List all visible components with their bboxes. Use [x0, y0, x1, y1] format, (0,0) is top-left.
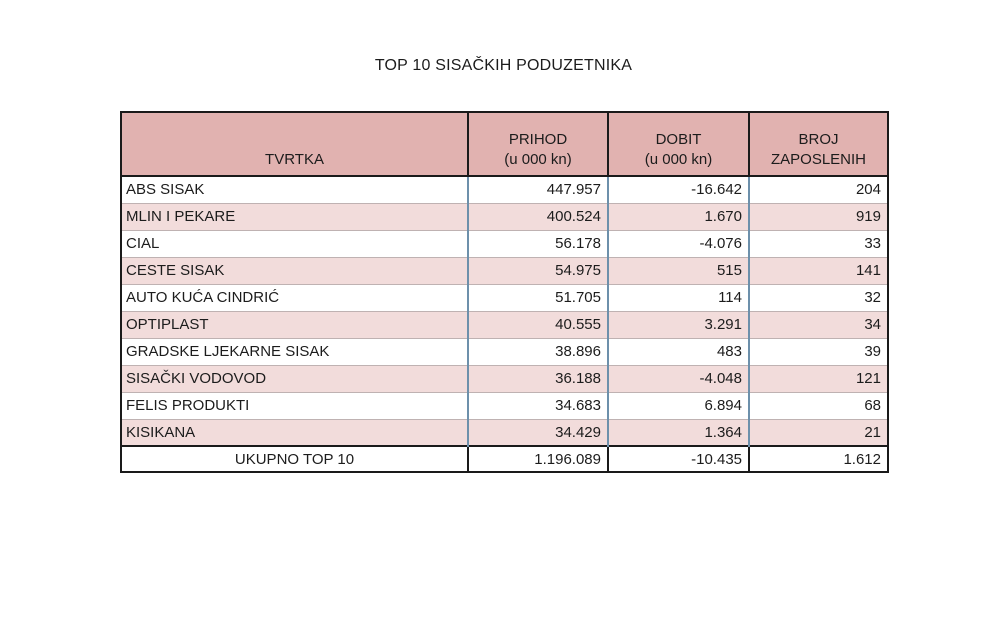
cell-dobit: -4.048	[608, 365, 750, 393]
cell-dobit: 114	[608, 284, 750, 312]
cell-dobit: 483	[608, 338, 750, 366]
column-header-prihod-label: PRIHOD	[508, 131, 568, 148]
table-row: ABS SISAK 447.957 -16.642 204	[121, 176, 888, 204]
cell-broj-zaposlenih: 21	[749, 419, 888, 447]
cell-broj-zaposlenih: 34	[749, 311, 888, 339]
table-row: SISAČKI VODOVOD 36.188 -4.048 121	[121, 365, 888, 393]
table-row: CESTE SISAK 54.975 515 141	[121, 257, 888, 285]
cell-dobit: 515	[608, 257, 750, 285]
column-header-broj-label: BROJ	[798, 131, 839, 148]
cell-prihod: 400.524	[468, 203, 609, 231]
cell-tvrtka: SISAČKI VODOVOD	[121, 365, 469, 393]
cell-broj-zaposlenih: 919	[749, 203, 888, 231]
cell-dobit: 3.291	[608, 311, 750, 339]
cell-prihod: 34.683	[468, 392, 609, 420]
cell-dobit: -4.076	[608, 230, 750, 258]
total-row: UKUPNO TOP 10 1.196.089 -10.435 1.612	[121, 445, 888, 472]
column-header-prihod-unit: (u 000 kn)	[504, 151, 572, 168]
cell-broj-zaposlenih: 33	[749, 230, 888, 258]
cell-prihod: 38.896	[468, 338, 609, 366]
cell-prihod: 56.178	[468, 230, 609, 258]
table-row: OPTIPLAST 40.555 3.291 34	[121, 311, 888, 339]
cell-tvrtka: CESTE SISAK	[121, 257, 469, 285]
column-header-tvrtka-label: TVRTKA	[265, 151, 324, 168]
cell-dobit: 6.894	[608, 392, 750, 420]
cell-tvrtka: AUTO KUĆA CINDRIĆ	[121, 284, 469, 312]
cell-tvrtka: KISIKANA	[121, 419, 469, 447]
table-row: GRADSKE LJEKARNE SISAK 38.896 483 39	[121, 338, 888, 366]
cell-broj-zaposlenih: 141	[749, 257, 888, 285]
table-row: CIAL 56.178 -4.076 33	[121, 230, 888, 258]
cell-broj-zaposlenih: 121	[749, 365, 888, 393]
total-broj-value: 1.612	[749, 445, 888, 472]
table-row: AUTO KUĆA CINDRIĆ 51.705 114 32	[121, 284, 888, 312]
column-header-dobit-label: DOBIT	[655, 131, 702, 148]
cell-prihod: 36.188	[468, 365, 609, 393]
cell-broj-zaposlenih: 68	[749, 392, 888, 420]
cell-prihod: 34.429	[468, 419, 609, 447]
column-header-dobit: DOBIT (u 000 kn)	[607, 111, 750, 177]
cell-broj-zaposlenih: 204	[749, 176, 888, 204]
cell-tvrtka: ABS SISAK	[121, 176, 469, 204]
table-row: FELIS PRODUKTI 34.683 6.894 68	[121, 392, 888, 420]
top10-table: TVRTKA PRIHOD (u 000 kn) DOBIT (u 000 kn…	[120, 111, 889, 473]
total-dobit-value: -10.435	[608, 445, 750, 472]
table-body: ABS SISAK 447.957 -16.642 204 MLIN I PEK…	[121, 176, 888, 447]
cell-tvrtka: FELIS PRODUKTI	[121, 392, 469, 420]
cell-broj-zaposlenih: 39	[749, 338, 888, 366]
cell-prihod: 447.957	[468, 176, 609, 204]
cell-prihod: 40.555	[468, 311, 609, 339]
total-label: UKUPNO TOP 10	[121, 445, 469, 472]
cell-tvrtka: OPTIPLAST	[121, 311, 469, 339]
table-row: MLIN I PEKARE 400.524 1.670 919	[121, 203, 888, 231]
cell-tvrtka: MLIN I PEKARE	[121, 203, 469, 231]
page-title: TOP 10 SISAČKIH PODUZETNIKA	[374, 57, 633, 74]
cell-dobit: 1.670	[608, 203, 750, 231]
cell-prihod: 51.705	[468, 284, 609, 312]
total-prihod-value: 1.196.089	[468, 445, 609, 472]
table-row: KISIKANA 34.429 1.364 21	[121, 419, 888, 447]
cell-tvrtka: CIAL	[121, 230, 469, 258]
cell-tvrtka: GRADSKE LJEKARNE SISAK	[121, 338, 469, 366]
cell-prihod: 54.975	[468, 257, 609, 285]
column-header-prihod: PRIHOD (u 000 kn)	[467, 111, 609, 177]
column-header-broj-sub: ZAPOSLENIH	[770, 151, 867, 168]
column-header-broj-zaposlenih: BROJ ZAPOSLENIH	[748, 111, 889, 177]
cell-broj-zaposlenih: 32	[749, 284, 888, 312]
column-header-tvrtka: TVRTKA	[120, 111, 469, 177]
cell-dobit: -16.642	[608, 176, 750, 204]
header-row: TVRTKA PRIHOD (u 000 kn) DOBIT (u 000 kn…	[120, 111, 889, 177]
column-header-dobit-unit: (u 000 kn)	[644, 151, 713, 168]
cell-dobit: 1.364	[608, 419, 750, 447]
